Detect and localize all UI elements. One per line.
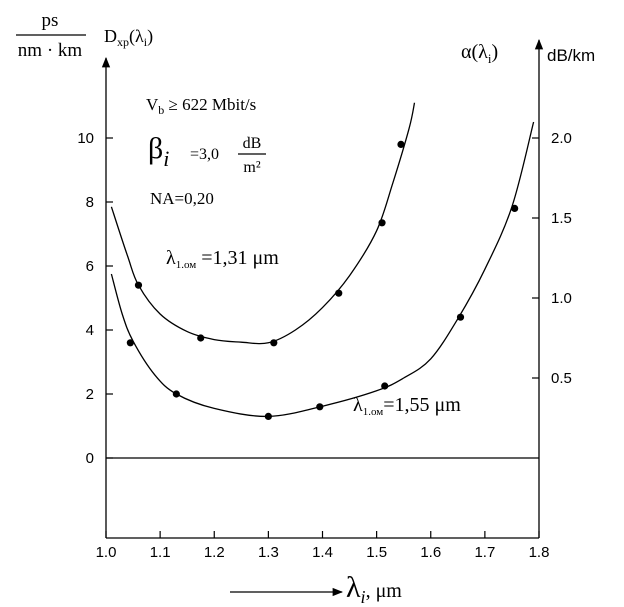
series-line-1 (110, 102, 416, 345)
x-tick-label: 1.5 (366, 544, 387, 561)
left-y-tick-label: 10 (77, 130, 94, 147)
data-point (270, 339, 278, 347)
lambda1-annotation: λ1.ом =1,31 μm (166, 247, 279, 271)
left-y-tick-label: 2 (86, 386, 94, 403)
data-point (378, 219, 386, 227)
series-line-2 (110, 121, 535, 418)
left-y-ticks: 10 8 6 4 2 0 (77, 130, 113, 467)
x-tick-label: 1.8 (529, 544, 550, 561)
data-point (397, 140, 405, 148)
curves (110, 102, 535, 418)
bitrate-annotation: Vb ≥ 622 Mbit/s (146, 95, 256, 117)
data-point (126, 339, 134, 347)
x-tick-label: 1.1 (150, 544, 171, 561)
left-unit-numerator: ps (42, 10, 59, 31)
right-y-ticks: 2.0 1.5 1.0 0.5 (532, 130, 572, 387)
data-point (335, 289, 343, 297)
lambda2-annotation: λ1.ом=1,55 μm (353, 394, 461, 418)
right-y-tick-label: 0.5 (551, 370, 572, 387)
left-unit-denominator: nm · km (18, 40, 83, 61)
data-point (511, 204, 519, 212)
x-tick-label: 1.7 (474, 544, 495, 561)
beta-unit-denominator: m² (243, 159, 260, 176)
x-tick-label: 1.2 (204, 544, 225, 561)
data-point (456, 313, 465, 321)
left-y-tick-label: 0 (86, 450, 94, 467)
x-tick-label: 1.4 (312, 544, 333, 561)
right-axis-unit: dB/km (547, 46, 595, 65)
right-axis-title: α(λi) (461, 41, 498, 66)
x-ticks: 1.0 1.1 1.2 1.3 1.4 1.5 1.6 1.7 1.8 (96, 531, 550, 561)
x-axis-label: λi, μm (346, 571, 402, 607)
data-point (316, 403, 324, 411)
data-point (264, 412, 272, 420)
data-point (134, 281, 143, 289)
x-tick-label: 1.6 (420, 544, 441, 561)
data-point (197, 334, 205, 342)
x-tick-label: 1.0 (96, 544, 117, 561)
data-points (126, 140, 519, 420)
right-y-tick-label: 2.0 (551, 130, 572, 147)
left-y-tick-label: 4 (86, 322, 94, 339)
left-y-tick-label: 6 (86, 258, 94, 275)
data-point (381, 382, 389, 390)
right-y-tick-label: 1.5 (551, 210, 572, 227)
data-point (172, 390, 180, 398)
x-tick-label: 1.3 (258, 544, 279, 561)
beta-unit-numerator: dB (243, 135, 262, 152)
left-axis-title: Dxp(λi) (104, 26, 153, 49)
beta-annotation: βi (148, 132, 169, 171)
na-annotation: NA=0,20 (150, 189, 214, 208)
beta-value: =3,0 (190, 146, 219, 163)
left-y-tick-label: 8 (86, 194, 94, 211)
right-y-tick-label: 1.0 (551, 290, 572, 307)
